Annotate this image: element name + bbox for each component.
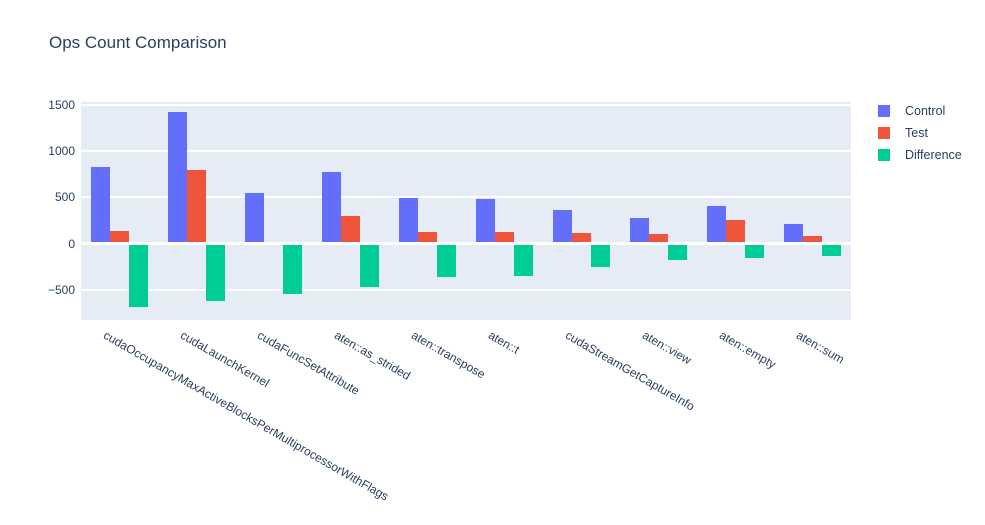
bar-difference-2[interactable]: [283, 243, 302, 295]
legend-item-difference[interactable]: Difference: [878, 144, 962, 166]
bar-difference-7[interactable]: [668, 243, 687, 261]
y-axis-tick-label: 1500: [48, 97, 75, 112]
bar-difference-8[interactable]: [745, 243, 764, 258]
y-axis-tick-label: 500: [54, 190, 75, 205]
bar-test-1[interactable]: [187, 169, 206, 244]
bar-control-4[interactable]: [399, 198, 418, 244]
bar-control-5[interactable]: [476, 198, 495, 244]
y-axis-tick-label: −500: [47, 282, 75, 297]
bar-difference-9[interactable]: [822, 243, 841, 257]
bar-control-9[interactable]: [784, 223, 803, 244]
x-axis-tick-label: aten::transpose: [408, 328, 488, 382]
legend-item-control[interactable]: Control: [878, 100, 962, 122]
bar-control-1[interactable]: [168, 112, 187, 244]
bar-test-6[interactable]: [572, 233, 591, 244]
bar-test-7[interactable]: [649, 234, 668, 244]
bar-control-7[interactable]: [630, 217, 649, 244]
bar-control-0[interactable]: [91, 166, 110, 244]
bar-difference-3[interactable]: [360, 243, 379, 288]
y-axis-tick-label: 1000: [48, 144, 75, 159]
x-axis-tick-label: aten::sum: [793, 328, 847, 367]
legend-item-test[interactable]: Test: [878, 122, 962, 144]
bar-control-6[interactable]: [553, 209, 572, 244]
gridline-y500: [81, 196, 851, 199]
bar-test-3[interactable]: [341, 215, 360, 244]
bar-control-2[interactable]: [245, 192, 264, 244]
y-axis-tick-label: 0: [68, 236, 75, 251]
bar-test-4[interactable]: [418, 231, 437, 244]
legend-swatch-test: [878, 127, 890, 139]
bar-difference-1[interactable]: [206, 243, 225, 302]
bar-test-5[interactable]: [495, 231, 514, 244]
gridline-y-500: [81, 288, 851, 291]
zero-line: [81, 242, 851, 246]
x-axis-tick-label: aten::view: [639, 328, 694, 368]
bar-test-9[interactable]: [803, 236, 822, 244]
plot-area[interactable]: 1500 1000 500 0 −500 cudaOccupancyMaxActiveBl…: [48, 98, 851, 504]
bar-control-3[interactable]: [322, 172, 341, 244]
bar-difference-5[interactable]: [514, 243, 533, 277]
bar-difference-0[interactable]: [129, 243, 148, 308]
legend: Control Test Difference: [878, 100, 962, 166]
x-axis-tick-label: aten::empty: [716, 328, 778, 372]
chart-title: Ops Count Comparison: [49, 33, 227, 52]
bar-difference-6[interactable]: [591, 243, 610, 268]
gridline-y1000: [81, 150, 851, 153]
bar-test-8[interactable]: [726, 220, 745, 244]
legend-label-difference: Difference: [905, 148, 962, 162]
legend-swatch-control: [878, 105, 890, 117]
legend-label-test: Test: [905, 126, 928, 140]
x-axis-tick-label: cudaStreamGetCaptureInfo: [562, 328, 697, 414]
gridline-y1500: [81, 103, 851, 106]
x-axis-tick-label: cudaOccupancyMaxActiveBlocksPerMultiproc…: [100, 328, 391, 504]
bar-test-0[interactable]: [110, 230, 129, 244]
legend-label-control: Control: [905, 104, 946, 118]
bar-difference-4[interactable]: [437, 243, 456, 277]
bar-control-8[interactable]: [707, 205, 726, 244]
legend-swatch-difference: [878, 149, 890, 161]
x-axis-tick-label: aten::t: [485, 328, 522, 357]
